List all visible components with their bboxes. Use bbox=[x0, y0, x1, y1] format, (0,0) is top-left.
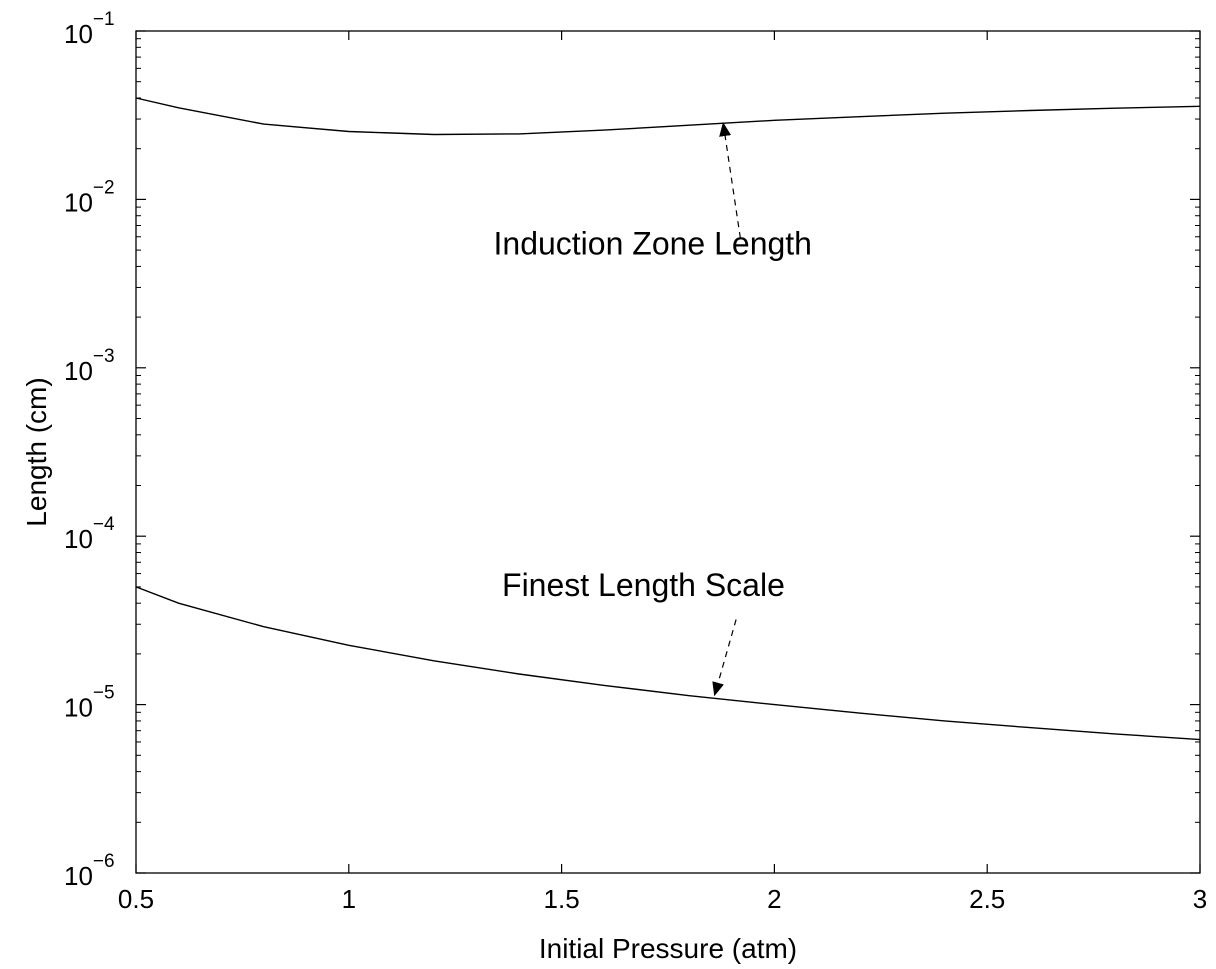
x-axis-ticks: 0.5 1 1.5 2 2.5 3 bbox=[118, 31, 1207, 914]
annotation-label-1: Induction Zone Length bbox=[494, 226, 812, 262]
y-axis-label: Length (cm) bbox=[21, 377, 52, 526]
series-layer bbox=[135, 97, 1201, 741]
y-tick-exponent: −5 bbox=[93, 683, 115, 704]
plot-area bbox=[135, 30, 1201, 874]
x-tick-label: 2.5 bbox=[969, 884, 1005, 914]
y-tick-label: 10−1 bbox=[64, 9, 115, 49]
y-tick-label: 10−6 bbox=[64, 851, 115, 891]
series-line-2 bbox=[135, 586, 1201, 741]
y-tick-label: 10−4 bbox=[64, 514, 115, 554]
y-tick-exponent: −4 bbox=[93, 514, 115, 535]
y-tick-exponent: −1 bbox=[93, 9, 115, 30]
x-tick-label: 0.5 bbox=[118, 884, 154, 914]
annotation-label-2: Finest Length Scale bbox=[502, 567, 785, 603]
y-tick-exponent: −6 bbox=[93, 851, 115, 872]
x-tick-label: 1 bbox=[342, 884, 356, 914]
x-tick-label: 2 bbox=[767, 884, 781, 914]
y-tick-label: 10−3 bbox=[64, 346, 115, 386]
x-tick-label: 3 bbox=[1193, 884, 1207, 914]
annotation-layer: Induction Zone Length Finest Length Scale bbox=[494, 122, 812, 697]
y-tick-exponent: −2 bbox=[93, 177, 115, 198]
x-tick-label: 1.5 bbox=[544, 884, 580, 914]
x-axis-label: Initial Pressure (atm) bbox=[539, 933, 797, 964]
annotation-arrow-1 bbox=[719, 122, 741, 239]
y-tick-label: 10−2 bbox=[64, 177, 115, 217]
annotation-arrow-2 bbox=[712, 619, 737, 697]
y-tick-label: 10−5 bbox=[64, 683, 115, 723]
series-line-1 bbox=[135, 97, 1201, 136]
y-tick-exponent: −3 bbox=[93, 346, 115, 367]
